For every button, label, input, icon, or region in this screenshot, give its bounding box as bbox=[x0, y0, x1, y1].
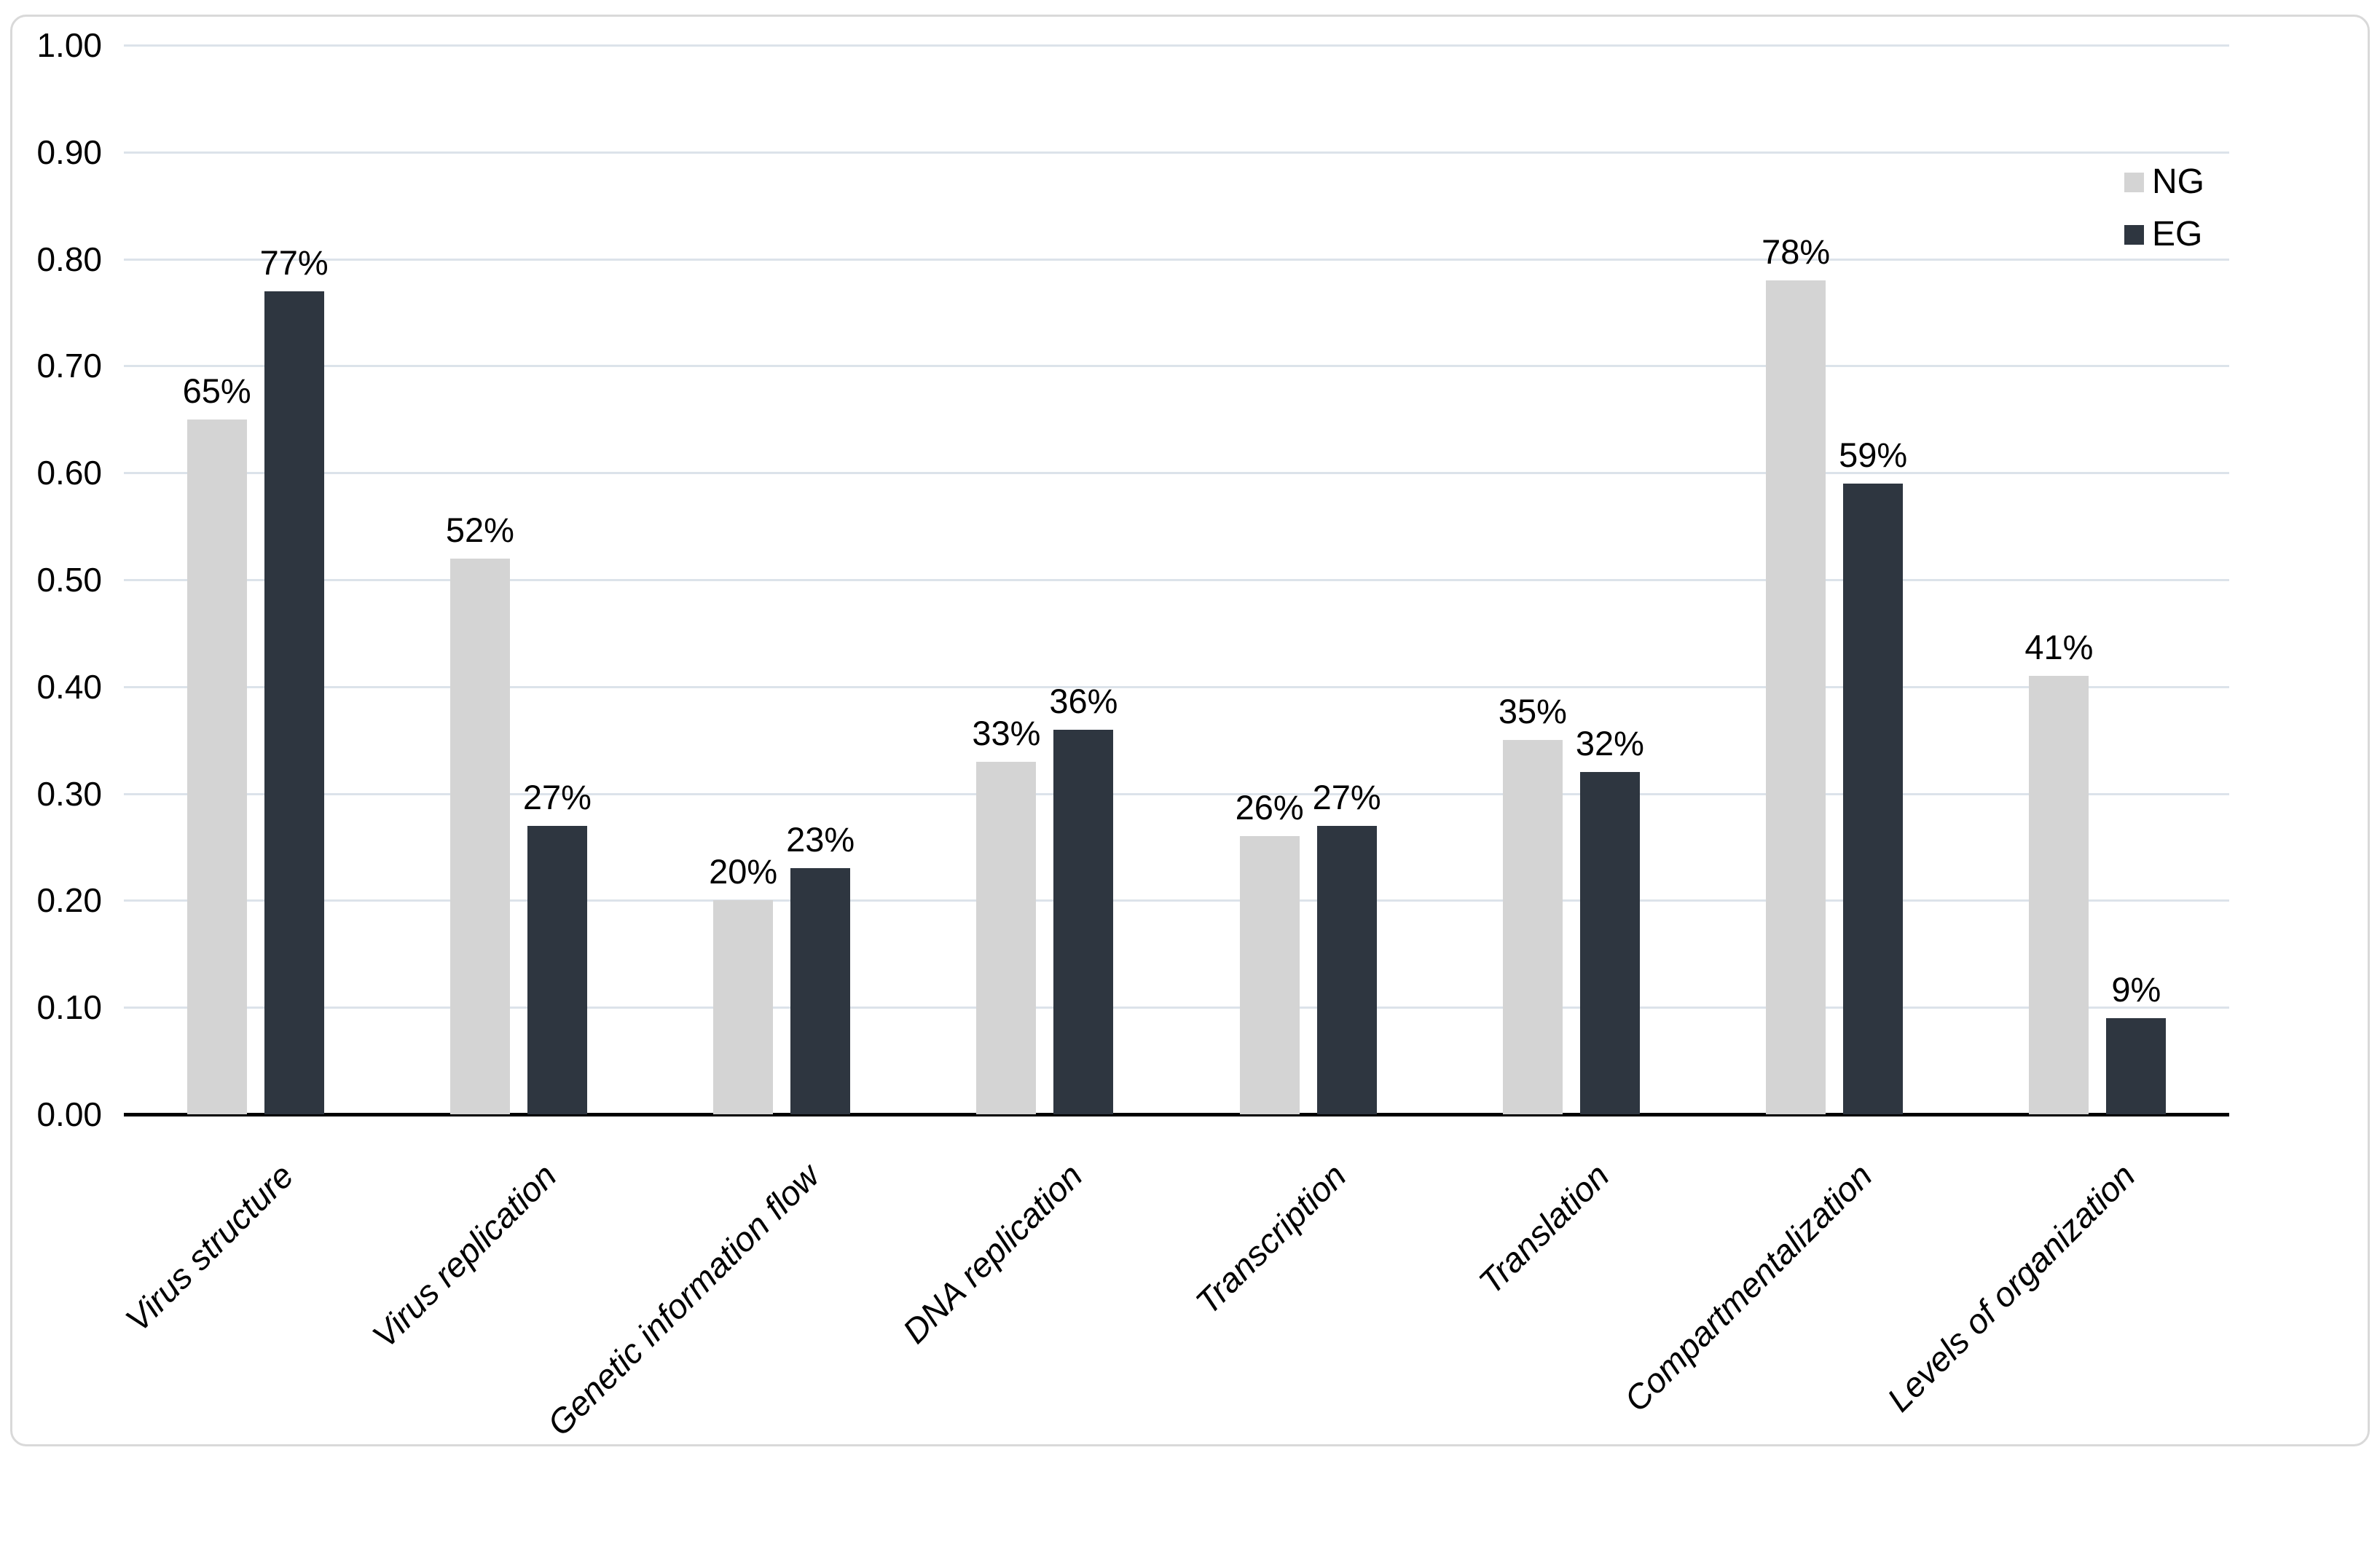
gridline bbox=[124, 685, 2229, 688]
bar-ng-2 bbox=[713, 900, 774, 1114]
bar-value-label: 26% bbox=[1235, 788, 1304, 827]
y-axis-tick-label: 0.00 bbox=[36, 1095, 102, 1133]
bar-ng-7 bbox=[2029, 676, 2089, 1114]
legend-swatch-eg bbox=[2124, 225, 2144, 245]
bar-value-label: 36% bbox=[1049, 682, 1118, 720]
legend-label-eg: EG bbox=[2152, 215, 2203, 253]
bar-ng-1 bbox=[449, 559, 510, 1114]
gridline bbox=[124, 579, 2229, 581]
bar-value-label: 23% bbox=[786, 820, 855, 859]
gridline bbox=[124, 365, 2229, 368]
bar-value-label: 65% bbox=[182, 371, 251, 410]
gridline bbox=[124, 899, 2229, 902]
bar-eg-5 bbox=[1579, 772, 1640, 1114]
y-axis-tick-label: 1.00 bbox=[36, 26, 102, 64]
y-axis-tick-label: 0.90 bbox=[36, 133, 102, 171]
gridline bbox=[124, 472, 2229, 475]
y-axis-tick-label: 0.80 bbox=[36, 240, 102, 278]
y-axis-tick-label: 0.40 bbox=[36, 667, 102, 706]
y-axis-tick-label: 0.20 bbox=[36, 881, 102, 920]
bar-value-label: 33% bbox=[972, 714, 1041, 752]
gridline bbox=[124, 44, 2229, 47]
legend-label-ng: NG bbox=[2152, 162, 2204, 201]
bar-ng-4 bbox=[1239, 836, 1300, 1114]
bar-value-label: 35% bbox=[1498, 692, 1567, 730]
y-axis-tick-label: 0.30 bbox=[36, 774, 102, 813]
grouped-bar-chart: 0.00 0.10 0.20 0.30 0.40 0.50 0.60 0.70 0.80 0.90… bbox=[36, 26, 2229, 1443]
bar-value-label: 77% bbox=[259, 243, 329, 282]
bar-value-label: 27% bbox=[522, 778, 592, 816]
bar-eg-2 bbox=[790, 868, 851, 1114]
figure-border bbox=[10, 15, 2370, 1446]
legend-swatch-ng bbox=[2124, 173, 2144, 192]
gridline bbox=[124, 151, 2229, 154]
bar-eg-0 bbox=[264, 291, 324, 1114]
bar-eg-7 bbox=[2106, 1018, 2167, 1114]
bar-eg-3 bbox=[1053, 730, 1114, 1114]
bar-value-label: 59% bbox=[1839, 436, 1908, 474]
bar-value-label: 20% bbox=[709, 852, 778, 891]
y-axis-tick-label: 0.60 bbox=[36, 454, 102, 492]
gridline bbox=[124, 258, 2229, 261]
bar-value-label: 27% bbox=[1312, 778, 1381, 816]
bar-ng-5 bbox=[1502, 740, 1563, 1114]
bar-eg-1 bbox=[527, 826, 587, 1114]
bar-value-label: 52% bbox=[445, 511, 514, 549]
bar-value-label: 41% bbox=[2024, 628, 2094, 666]
y-axis-tick-label: 0.50 bbox=[36, 561, 102, 599]
bar-value-label: 78% bbox=[1762, 232, 1831, 271]
bar-ng-3 bbox=[976, 762, 1037, 1114]
bar-eg-6 bbox=[1843, 484, 1904, 1114]
gridline bbox=[124, 792, 2229, 795]
bar-value-label: 9% bbox=[2111, 970, 2161, 1009]
y-axis-tick-label: 0.70 bbox=[36, 347, 102, 385]
bar-value-label: 32% bbox=[1575, 724, 1644, 763]
bar-ng-0 bbox=[186, 420, 247, 1114]
x-axis-line bbox=[124, 1113, 2229, 1116]
y-axis-tick-label: 0.10 bbox=[36, 988, 102, 1027]
bar-ng-6 bbox=[1766, 280, 1826, 1114]
bar-eg-4 bbox=[1316, 826, 1377, 1114]
gridline bbox=[124, 1007, 2229, 1009]
